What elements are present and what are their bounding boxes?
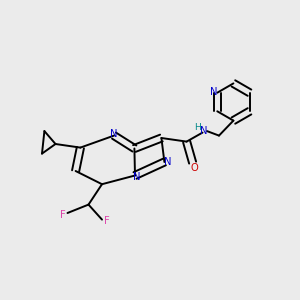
Text: N: N [200, 126, 208, 136]
Text: F: F [103, 216, 109, 226]
Text: F: F [60, 209, 66, 220]
Text: N: N [210, 87, 218, 97]
Text: N: N [110, 129, 118, 139]
Text: H: H [194, 123, 200, 132]
Text: O: O [190, 163, 198, 173]
Text: N: N [164, 157, 172, 167]
Text: N: N [133, 172, 140, 182]
